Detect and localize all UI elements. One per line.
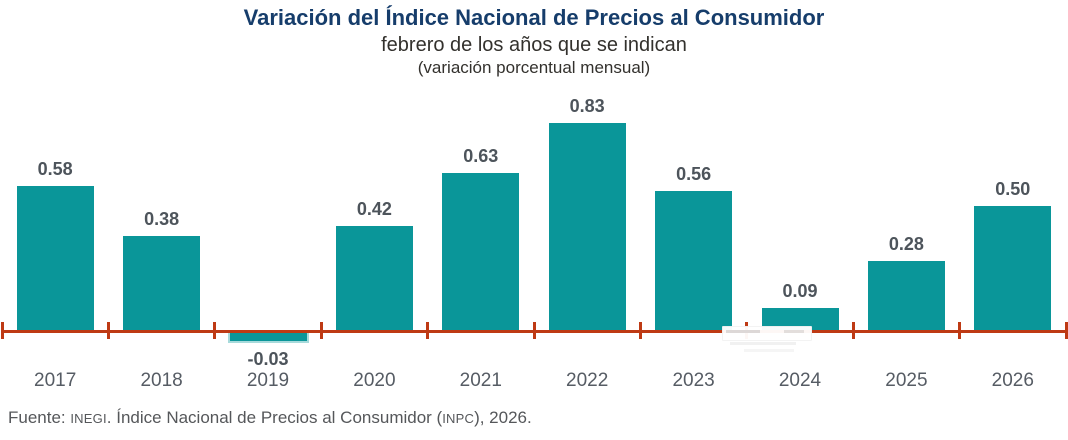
bar-2020[interactable] xyxy=(335,226,413,331)
tooltip-artifact xyxy=(722,325,814,357)
bar-value-label: -0.03 xyxy=(247,349,289,369)
bar-value-label: 0.58 xyxy=(37,159,73,179)
axis-tick xyxy=(426,322,430,339)
axis-tick xyxy=(851,322,855,339)
tooltip-artifact-box xyxy=(722,326,812,341)
x-axis-label-2023: 2023 xyxy=(672,370,715,391)
x-axis-label-2021: 2021 xyxy=(459,370,502,391)
x-axis-label-2024: 2024 xyxy=(778,370,822,391)
bar-2017[interactable] xyxy=(16,186,94,331)
bar-2022[interactable] xyxy=(548,123,626,331)
axis-tick xyxy=(958,322,962,339)
x-axis-label-2026: 2026 xyxy=(991,370,1034,391)
axis-tick xyxy=(106,322,110,339)
axis-tick xyxy=(213,322,217,339)
x-axis-label-2018: 2018 xyxy=(140,370,183,391)
bar-2021[interactable] xyxy=(442,173,520,331)
tooltip-artifact-smudge xyxy=(726,330,760,333)
bar-value-label: 0.28 xyxy=(888,234,924,254)
chart-units-note: (variación porcentual mensual) xyxy=(417,58,651,77)
axis-tick xyxy=(638,322,642,339)
bar-value-label: 0.50 xyxy=(995,179,1031,199)
source-acronym: INPC xyxy=(442,411,475,426)
source-text: Fuente: xyxy=(8,408,71,427)
bar-value-label: 0.09 xyxy=(782,281,818,301)
axis-tick xyxy=(0,322,4,339)
x-axis-label-2019: 2019 xyxy=(246,370,290,391)
bar-2023[interactable] xyxy=(655,191,733,331)
source-acronym: INEGI xyxy=(70,411,107,426)
chart-header: Variación del Índice Nacional de Precios… xyxy=(0,0,1068,78)
axis-tick xyxy=(532,322,536,339)
axis-tick xyxy=(319,322,323,339)
bar-2019[interactable] xyxy=(229,333,307,341)
chart-subtitle: febrero de los años que se indican xyxy=(381,34,687,56)
source-text: . Índice Nacional de Precios al Consumid… xyxy=(106,408,443,427)
bar-2025[interactable] xyxy=(867,261,945,331)
x-axis-label-2020: 2020 xyxy=(353,370,396,391)
bar-value-label: 0.63 xyxy=(463,146,499,166)
bar-value-label: 0.42 xyxy=(356,199,392,219)
source-note: Fuente: INEGI. Índice Nacional de Precio… xyxy=(8,408,532,428)
x-axis-label-2022: 2022 xyxy=(566,370,609,391)
tooltip-artifact-smudge xyxy=(730,342,796,345)
x-axis-label-2017: 2017 xyxy=(34,370,77,391)
bar-2024[interactable] xyxy=(761,308,839,331)
source-text: ), 2026. xyxy=(474,408,532,427)
chart-title: Variación del Índice Nacional de Precios… xyxy=(243,5,825,30)
bar-2018[interactable] xyxy=(123,236,201,331)
bar-2026[interactable] xyxy=(974,206,1052,331)
x-axis-label-2025: 2025 xyxy=(885,370,928,391)
bar-value-label: 0.83 xyxy=(569,96,605,116)
bar-value-label: 0.38 xyxy=(144,209,180,229)
tooltip-artifact-smudge xyxy=(784,330,804,333)
tooltip-artifact-smudge xyxy=(744,349,794,352)
bar-value-label: 0.56 xyxy=(676,164,712,184)
axis-tick xyxy=(1064,322,1068,339)
